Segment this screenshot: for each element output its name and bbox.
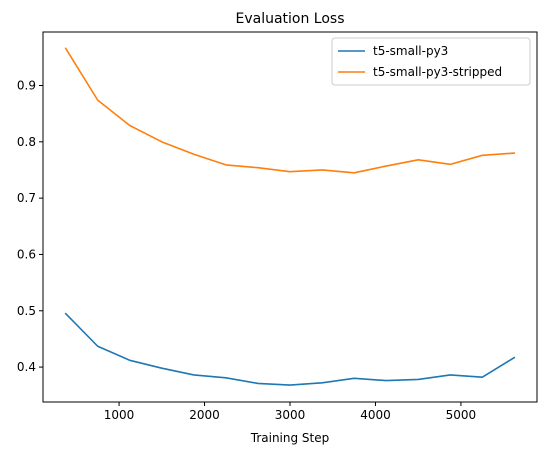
y-tick-label: 0.4 <box>17 360 36 374</box>
x-tick-label: 2000 <box>189 408 220 422</box>
y-axis: 0.4 0.5 0.6 0.7 0.8 0.9 <box>17 79 43 374</box>
y-tick-label: 0.6 <box>17 247 36 261</box>
x-tick-label: 4000 <box>360 408 391 422</box>
series-line-2 <box>64 47 516 174</box>
x-tick-label: 3000 <box>275 408 306 422</box>
y-tick-label: 0.7 <box>17 191 36 205</box>
x-tick-label: 5000 <box>446 408 477 422</box>
x-axis-title: Training Step <box>250 431 330 445</box>
y-tick-label: 0.9 <box>17 79 36 93</box>
series-line-1 <box>64 312 516 386</box>
plot-area-frame <box>42 31 538 403</box>
x-axis: 1000 2000 3000 4000 5000 <box>104 402 476 422</box>
legend-label-1: t5-small-py3 <box>373 44 448 58</box>
chart-title: Evaluation Loss <box>235 11 344 27</box>
legend: t5-small-py3 t5-small-py3-stripped <box>331 37 531 86</box>
legend-label-2: t5-small-py3-stripped <box>373 65 502 79</box>
y-tick-label: 0.5 <box>17 304 36 318</box>
legend-box <box>331 37 531 86</box>
x-tick-label: 1000 <box>104 408 135 422</box>
y-tick-label: 0.8 <box>17 135 36 149</box>
series-layer <box>64 47 516 386</box>
